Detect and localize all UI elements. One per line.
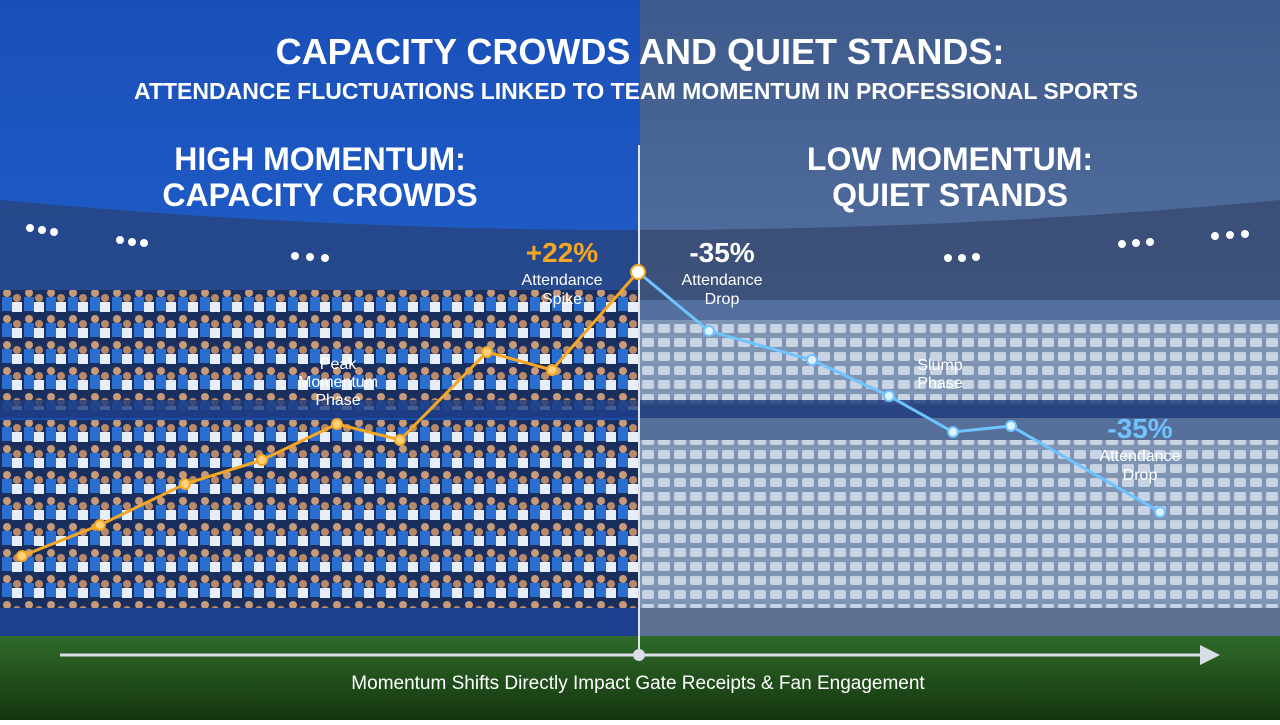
annotation: Phase (315, 392, 360, 409)
annotation: Attendance (522, 272, 603, 289)
panel-heading: QUIET STANDS (832, 177, 1068, 213)
annotation: Phase (917, 375, 962, 392)
panel-heading: CAPACITY CROWDS (162, 177, 477, 213)
annotation: Drop (705, 291, 740, 308)
momentum-line (16, 264, 1166, 562)
panel-heading: LOW MOMENTUM: (807, 141, 1093, 177)
annotation: Momentum (298, 374, 378, 391)
subtitle: ATTENDANCE FLUCTUATIONS LINKED TO TEAM M… (134, 78, 1138, 104)
figure: -35% (689, 237, 754, 268)
figure: -35% (1107, 413, 1172, 444)
footer-caption: Momentum Shifts Directly Impact Gate Rec… (351, 673, 925, 694)
annotation: Attendance (1100, 448, 1181, 465)
annotation: Slump (917, 357, 962, 374)
panel-heading: HIGH MOMENTUM: (174, 141, 466, 177)
title: CAPACITY CROWDS AND QUIET STANDS: (276, 31, 1005, 72)
annotation: Spike (542, 291, 582, 308)
annotation: Peak (320, 356, 357, 373)
annotation: Attendance (682, 272, 763, 289)
annotation: Drop (1123, 467, 1158, 484)
figure: +22% (526, 237, 598, 268)
